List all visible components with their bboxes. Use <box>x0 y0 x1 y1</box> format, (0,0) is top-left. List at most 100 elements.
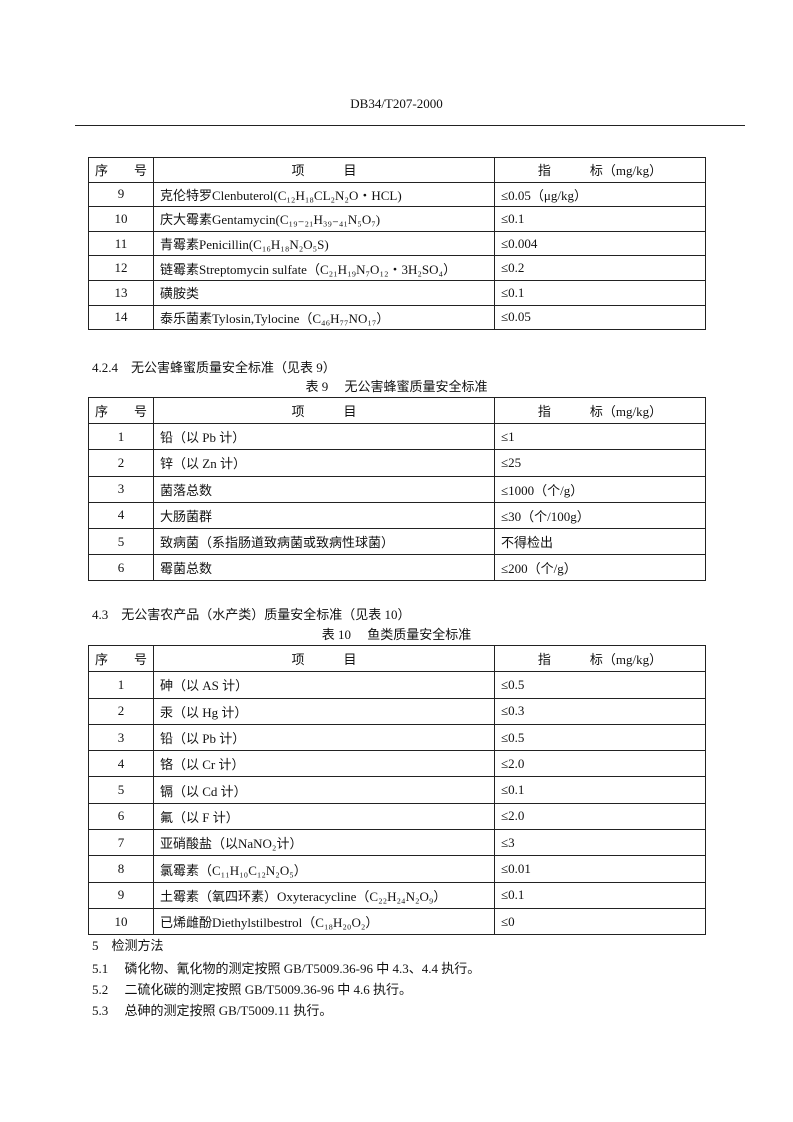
table-row: 9 克伦特罗Clenbuterol(C₁₂H₁₈CL₂N₂O・HCL) ≤0.05（… <box>88 181 706 208</box>
cell-item: 镉（以 Cd 计） <box>153 776 495 804</box>
cell-item: 克伦特罗Clenbuterol(C₁₂H₁₈CL₂N₂O・HCL) <box>153 181 495 208</box>
cell-seq: 6 <box>88 554 154 582</box>
cell-seq: 8 <box>88 855 154 883</box>
cell-index: ≤25 <box>494 449 706 477</box>
cell-index: 不得检出 <box>494 527 706 556</box>
cell-seq: 1 <box>88 671 154 699</box>
header-seq: 序 号 <box>88 644 154 673</box>
table-row: 5 镉（以 Cd 计） ≤0.1 <box>88 776 706 804</box>
cell-item: 已烯雌酚Diethylstilbestrol（C₁₈H₂₀O₂） <box>153 907 495 936</box>
cell-index: ≤0.05（μg/kg） <box>494 181 706 208</box>
cell-seq: 14 <box>88 304 154 331</box>
header-seq: 序 号 <box>88 157 154 183</box>
header-item: 项 目 <box>153 396 495 425</box>
cell-index: ≤1000（个/g） <box>494 475 706 503</box>
cell-item: 大肠菌群 <box>153 501 495 529</box>
table-10-caption: 表 10 鱼类质量安全标准 <box>321 627 472 642</box>
cell-seq: 5 <box>88 776 154 804</box>
cell-index: ≤0.1 <box>494 881 706 909</box>
table-row: 13 磺胺类 ≤0.1 <box>88 279 706 306</box>
table-header-row: 序 号 项 目 指 标（mg/kg） <box>88 157 706 183</box>
header-index: 指 标（mg/kg） <box>494 157 706 183</box>
cell-seq: 6 <box>88 802 154 831</box>
table-row: 3 铅（以 Pb 计） ≤0.5 <box>88 723 706 752</box>
section-5-heading: 5 检测方法 <box>92 938 164 953</box>
cell-index: ≤0.1 <box>494 776 706 804</box>
cell-item: 青霉素Penicillin(C₁₆H₁₈N₂O₅S) <box>153 230 495 257</box>
cell-index: ≤200（个/g） <box>494 554 706 582</box>
table-header-row: 序 号 项 目 指 标（mg/kg） <box>88 644 706 673</box>
table-row: 7 亚硝酸盐（以NaNO₂计） ≤3 <box>88 829 706 857</box>
cell-seq: 13 <box>88 279 154 306</box>
section-4-3-heading: 4.3 无公害农产品（水产类）质量安全标准（见表 10） <box>92 607 411 622</box>
header-index: 指 标（mg/kg） <box>494 396 706 425</box>
cell-seq: 4 <box>88 750 154 778</box>
table-row: 2 汞（以 Hg 计） ≤0.3 <box>88 697 706 725</box>
table-row: 1 铅（以 Pb 计） ≤1 <box>88 423 706 451</box>
table-row: 14 泰乐菌素Tylosin,Tylocine（C₄₆H₇₇NO₁₇） ≤0.05 <box>88 304 706 331</box>
cell-item: 锌（以 Zn 计） <box>153 449 495 477</box>
cell-index: ≤2.0 <box>494 750 706 778</box>
table-row: 10 已烯雌酚Diethylstilbestrol（C₁₈H₂₀O₂） ≤0 <box>88 907 706 936</box>
cell-index: ≤0.3 <box>494 697 706 725</box>
table-8-continued: 序 号 项 目 指 标（mg/kg） 9 克伦特罗Clenbuterol(C₁₂H… <box>88 157 706 331</box>
cell-item: 亚硝酸盐（以NaNO₂计） <box>153 829 495 857</box>
table-row: 9 土霉素（氧四环素）Oxyteracycline（C₂₂H₂₄N₂O₉） ≤0.1 <box>88 881 706 909</box>
section-5-1: 5.1 磷化物、氰化物的测定按照 GB/T5009.36-96 中 4.3、4.… <box>92 961 481 976</box>
cell-index: ≤0.004 <box>494 230 706 257</box>
table-row: 8 氯霉素（C₁₁H₁₀C₁₂N₂O₅） ≤0.01 <box>88 855 706 883</box>
table-row: 2 锌（以 Zn 计） ≤25 <box>88 449 706 477</box>
cell-item: 霉菌总数 <box>153 554 495 582</box>
cell-item: 铬（以 Cr 计） <box>153 750 495 778</box>
cell-item: 土霉素（氧四环素）Oxyteracycline（C₂₂H₂₄N₂O₉） <box>153 881 495 909</box>
table-9-caption: 表 9 无公害蜂蜜质量安全标准 <box>305 379 488 394</box>
header-index: 指 标（mg/kg） <box>494 644 706 673</box>
cell-item: 汞（以 Hg 计） <box>153 697 495 725</box>
cell-seq: 7 <box>88 829 154 857</box>
cell-item: 氟（以 F 计） <box>153 802 495 831</box>
cell-index: ≤0 <box>494 907 706 936</box>
header-item: 项 目 <box>153 157 495 183</box>
section-4-2-4-heading: 4.2.4 无公害蜂蜜质量安全标准（见表 9） <box>92 360 336 375</box>
cell-seq: 5 <box>88 527 154 556</box>
cell-index: ≤0.2 <box>494 255 706 281</box>
table-row: 6 霉菌总数 ≤200（个/g） <box>88 554 706 582</box>
cell-seq: 10 <box>88 206 154 232</box>
cell-seq: 3 <box>88 475 154 503</box>
table-row: 6 氟（以 F 计） ≤2.0 <box>88 802 706 831</box>
cell-item: 泰乐菌素Tylosin,Tylocine（C₄₆H₇₇NO₁₇） <box>153 304 495 331</box>
cell-index: ≤0.05 <box>494 304 706 331</box>
cell-seq: 2 <box>88 697 154 725</box>
cell-index: ≤0.5 <box>494 671 706 699</box>
header-seq: 序 号 <box>88 396 154 425</box>
cell-index: ≤0.1 <box>494 206 706 232</box>
document-code-header: DB34/T207-2000 <box>350 96 443 111</box>
table-row: 1 砷（以 AS 计） ≤0.5 <box>88 671 706 699</box>
cell-index: ≤30（个/100g） <box>494 501 706 529</box>
cell-seq: 9 <box>88 881 154 909</box>
header-item: 项 目 <box>153 644 495 673</box>
table-row: 3 菌落总数 ≤1000（个/g） <box>88 475 706 503</box>
cell-seq: 1 <box>88 423 154 451</box>
cell-item: 庆大霉素Gentamycin(C₁₉₋₂₁H₃₉₋₄₁N₅O₇) <box>153 206 495 232</box>
table-9: 序 号 项 目 指 标（mg/kg） 1 铅（以 Pb 计） ≤1 2 锌（以 Zn 计… <box>88 396 706 582</box>
cell-seq: 12 <box>88 255 154 281</box>
cell-item: 铅（以 Pb 计） <box>153 423 495 451</box>
table-row: 4 铬（以 Cr 计） ≤2.0 <box>88 750 706 778</box>
section-5-3: 5.3 总砷的测定按照 GB/T5009.11 执行。 <box>92 1003 333 1018</box>
cell-index: ≤1 <box>494 423 706 451</box>
cell-index: ≤0.1 <box>494 279 706 306</box>
cell-index: ≤3 <box>494 829 706 857</box>
cell-index: ≤0.5 <box>494 723 706 752</box>
header-rule <box>75 125 745 126</box>
table-10: 序 号 项 目 指 标（mg/kg） 1 砷（以 AS 计） ≤0.5 2 汞（以 Hg… <box>88 644 706 936</box>
table-header-row: 序 号 项 目 指 标（mg/kg） <box>88 396 706 425</box>
cell-item: 铅（以 Pb 计） <box>153 723 495 752</box>
table-row: 11 青霉素Penicillin(C₁₆H₁₈N₂O₅S) ≤0.004 <box>88 230 706 257</box>
cell-seq: 2 <box>88 449 154 477</box>
cell-seq: 9 <box>88 181 154 208</box>
cell-index: ≤0.01 <box>494 855 706 883</box>
table-row: 12 链霉素Streptomycin sulfate（C₂₁H₁₉N₇O₁₂・3H… <box>88 255 706 281</box>
cell-item: 菌落总数 <box>153 475 495 503</box>
cell-item: 链霉素Streptomycin sulfate（C₂₁H₁₉N₇O₁₂・3H₂S… <box>153 255 495 281</box>
